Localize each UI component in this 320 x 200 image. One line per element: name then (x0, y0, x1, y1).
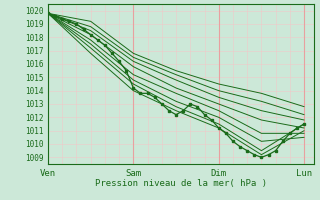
X-axis label: Pression niveau de la mer( hPa ): Pression niveau de la mer( hPa ) (95, 179, 267, 188)
